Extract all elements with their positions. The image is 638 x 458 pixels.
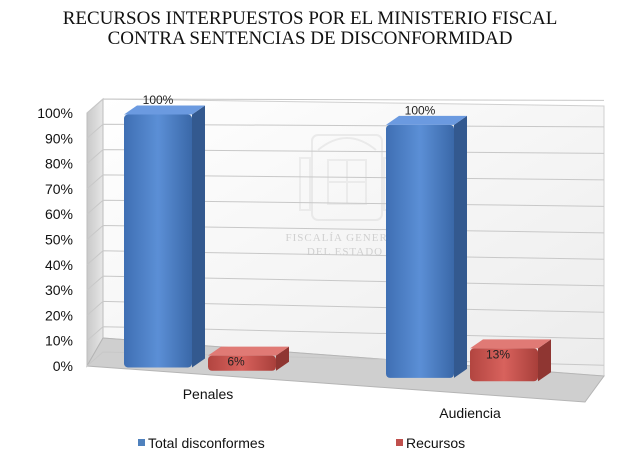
category-label-penales: Penales [183, 386, 234, 402]
y-tick-label: 0% [53, 358, 73, 374]
bar-recursos-penales [208, 355, 276, 371]
legend-swatch-recursos [396, 439, 403, 446]
gridline [86, 98, 605, 114]
bar-top-recursos-penales [208, 346, 289, 356]
y-tick-label: 70% [45, 181, 73, 197]
bar-side-recursos-penales [276, 346, 289, 371]
bar-total-disconformes-penales [124, 114, 192, 368]
bar-total-disconformes-audiencia [386, 124, 454, 378]
chart-title-line-1: RECURSOS INTERPUESTOS POR EL MINISTERIO … [63, 8, 558, 29]
bar-recursos-audiencia [470, 348, 538, 382]
y-tick-label: 60% [45, 206, 73, 222]
bar-side-recursos-audiencia [538, 339, 551, 382]
y-tick-label: 30% [45, 282, 73, 298]
y-tick-label: 10% [45, 333, 73, 349]
data-label-total-disconformes-audiencia: 100% [405, 103, 436, 117]
legend-swatch-total-disconformes [138, 439, 145, 446]
y-tick-label: 20% [45, 307, 73, 323]
bars [124, 105, 551, 382]
data-label-recursos-penales: 6% [227, 355, 245, 369]
legend-label-recursos: Recursos [406, 435, 465, 451]
bar-top-recursos-audiencia [470, 339, 551, 349]
bar-side-total-disconformes-penales [192, 105, 205, 368]
data-label-recursos-audiencia: 13% [486, 347, 510, 361]
y-tick-label: 40% [45, 257, 73, 273]
bar-top-total-disconformes-penales [124, 105, 205, 115]
y-tick-label: 90% [45, 130, 73, 146]
category-label-audiencia: Audiencia [439, 405, 501, 421]
y-tick-label: 100% [37, 105, 73, 121]
data-label-total-disconformes-penales: 100% [143, 93, 174, 107]
y-tick-label: 50% [45, 232, 73, 248]
watermark-emblem [299, 134, 395, 221]
bar-side-total-disconformes-audiencia [454, 115, 467, 378]
bar-top-total-disconformes-audiencia [386, 115, 467, 125]
legend: Total disconformes Recursos [138, 435, 465, 451]
category-labels: Penales Audiencia [183, 386, 501, 421]
data-labels: 100% 6% 100% 13% [143, 93, 511, 369]
watermark-line-1: FISCALÍA GENERAL [286, 232, 405, 244]
y-tick-label: 80% [45, 156, 73, 172]
watermark-line-2: DEL ESTADO [307, 246, 383, 258]
legend-label-total-disconformes: Total disconformes [148, 435, 265, 451]
chart-title-line-2: CONTRA SENTENCIAS DE DISCONFORMIDAD [108, 28, 513, 49]
y-axis-ticks: 0% 10% 20% 30% 40% 50% 60% 70% 80% 90% 100% [37, 105, 73, 374]
